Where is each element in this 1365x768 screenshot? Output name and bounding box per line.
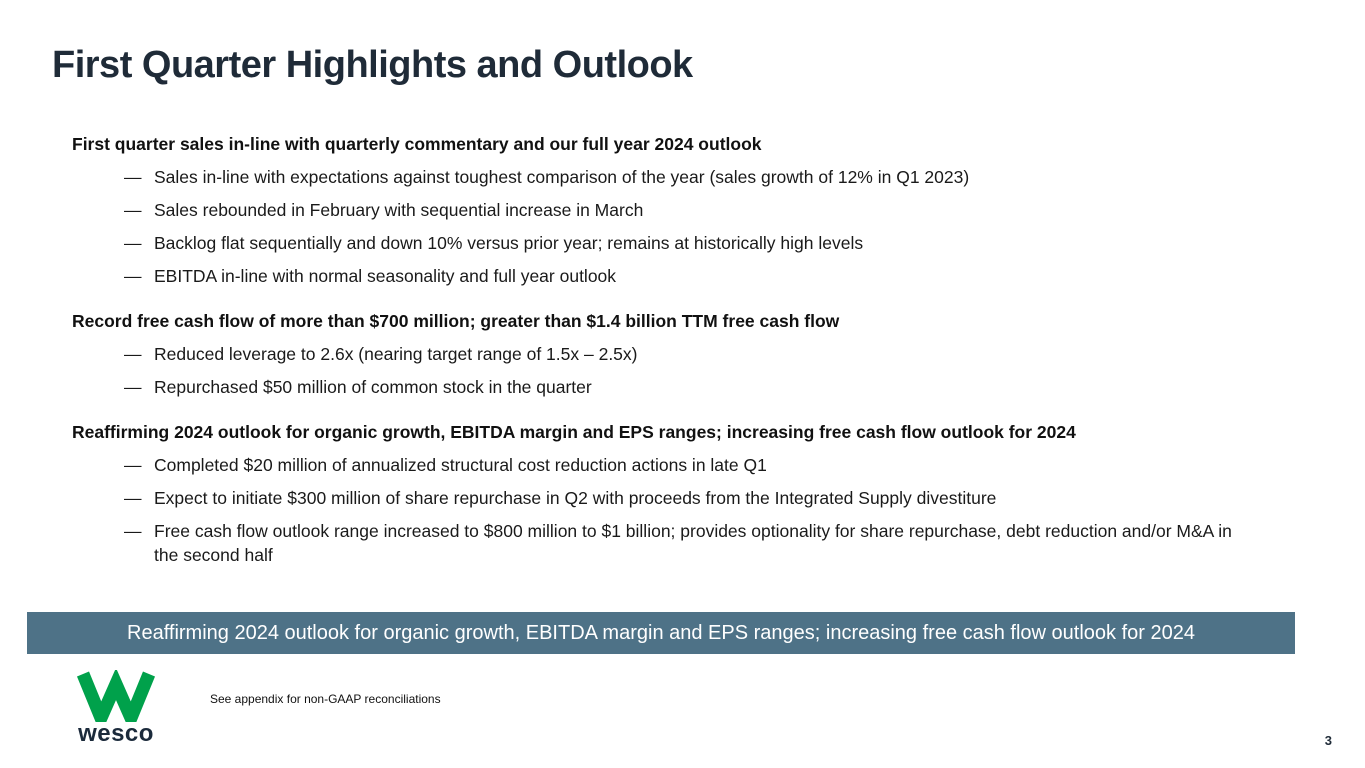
- bullet-text: Repurchased $50 million of common stock …: [154, 377, 592, 397]
- bullet-dash: —: [124, 233, 142, 253]
- bullet-dash: —: [124, 200, 142, 220]
- slide-title: First Quarter Highlights and Outlook: [52, 44, 693, 86]
- bullet-dash: —: [124, 455, 142, 475]
- wesco-w-icon: [76, 670, 156, 722]
- bullet-text: Sales rebounded in February with sequent…: [154, 200, 644, 220]
- bullet-dash: —: [124, 488, 142, 508]
- bullet-dash: —: [124, 344, 142, 364]
- section-sales: First quarter sales in-line with quarter…: [72, 132, 1272, 288]
- bullet-item: — EBITDA in-line with normal seasonality…: [72, 264, 1272, 288]
- section-heading: Reaffirming 2024 outlook for organic gro…: [72, 422, 1076, 442]
- bullet-text: Expect to initiate $300 million of share…: [154, 488, 997, 508]
- bullet-text: Sales in-line with expectations against …: [154, 167, 970, 187]
- page-number: 3: [1324, 733, 1332, 748]
- slide-body: First quarter sales in-line with quarter…: [72, 132, 1272, 588]
- bullet-item: — Completed $20 million of annualized st…: [72, 453, 1272, 477]
- bullet-dash: —: [124, 377, 142, 397]
- bullet-dash: —: [124, 521, 142, 541]
- footnote: See appendix for non-GAAP reconciliation…: [210, 692, 441, 706]
- bullet-text: Completed $20 million of annualized stru…: [154, 455, 767, 475]
- bullet-item: — Backlog flat sequentially and down 10%…: [72, 231, 1272, 255]
- bullet-item: — Expect to initiate $300 million of sha…: [72, 486, 1272, 510]
- section-outlook: Reaffirming 2024 outlook for organic gro…: [72, 420, 1272, 567]
- bullet-dash: —: [124, 167, 142, 187]
- bullet-item: — Reduced leverage to 2.6x (nearing targ…: [72, 342, 1272, 366]
- bullet-item: — Sales rebounded in February with seque…: [72, 198, 1272, 222]
- wesco-wordmark: wesco: [78, 720, 154, 747]
- bullet-item: — Free cash flow outlook range increased…: [72, 519, 1272, 567]
- bullet-text: Free cash flow outlook range increased t…: [154, 521, 1232, 565]
- summary-banner-text: Reaffirming 2024 outlook for organic gro…: [127, 621, 1195, 644]
- bullet-text: Backlog flat sequentially and down 10% v…: [154, 233, 864, 253]
- bullet-item: — Sales in-line with expectations agains…: [72, 165, 1272, 189]
- bullet-dash: —: [124, 266, 142, 286]
- bullet-text: EBITDA in-line with normal seasonality a…: [154, 266, 617, 286]
- section-heading: Record free cash flow of more than $700 …: [72, 311, 840, 331]
- bullet-item: — Repurchased $50 million of common stoc…: [72, 375, 1272, 399]
- bullet-text: Reduced leverage to 2.6x (nearing target…: [154, 344, 638, 364]
- wesco-logo: wesco: [74, 670, 158, 748]
- section-heading: First quarter sales in-line with quarter…: [72, 134, 762, 154]
- summary-banner: Reaffirming 2024 outlook for organic gro…: [27, 612, 1295, 654]
- section-free-cash-flow: Record free cash flow of more than $700 …: [72, 309, 1272, 399]
